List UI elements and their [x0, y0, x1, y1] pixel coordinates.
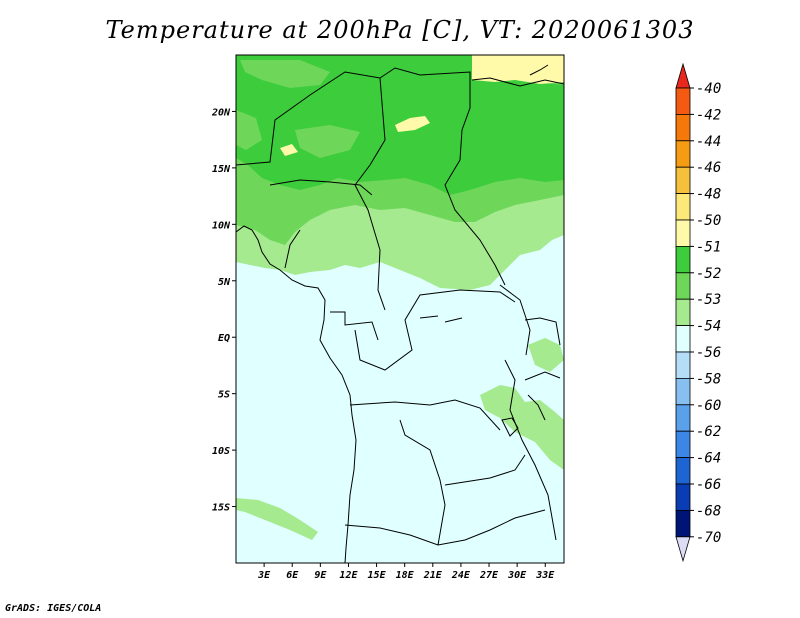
colorbar-label: -40	[696, 81, 721, 97]
lon-tick-label: 18E	[396, 570, 415, 581]
lat-tick-label: 10S	[212, 446, 230, 457]
colorbar-swatch	[675, 483, 691, 511]
colorbar-swatch	[675, 219, 691, 247]
temperature-field	[236, 55, 564, 563]
colorbar: -40 -42 -44 -46 -48 -50 -51 -52 -53 -54 -56 -58 -60 -…	[675, 62, 721, 563]
lon-tick-label: 24E	[451, 570, 471, 581]
lon-tick-label: 9E	[314, 570, 327, 581]
colorbar-swatch	[675, 509, 691, 538]
lon-tick-label: 21E	[423, 570, 443, 581]
country-borders	[236, 64, 564, 563]
colorbar-swatch	[675, 166, 691, 194]
colorbar-swatch	[675, 351, 691, 379]
colorbar-label: -62	[696, 424, 721, 440]
colorbar-swatch	[675, 87, 691, 115]
colorbar-label: -50	[696, 213, 721, 229]
lat-tick-label: 20N	[211, 107, 231, 118]
lat-tick-label: 15N	[212, 164, 231, 175]
colorbar-label: -68	[696, 503, 721, 519]
colorbar-swatch	[675, 272, 691, 300]
colorbar-label: -70	[696, 530, 721, 546]
lat-tick-label: 10N	[212, 220, 231, 231]
lon-tick-label: 12E	[339, 570, 358, 581]
colorbar-swatch	[675, 114, 691, 142]
lat-tick-label: EQ	[218, 333, 230, 344]
colorbar-label: -48	[696, 187, 721, 203]
colorbar-label: -54	[696, 319, 721, 335]
latitude-axis: 20N 15N 10N 5N EQ 5S 10S 15S	[211, 107, 236, 514]
lon-tick-label: 6E	[286, 570, 299, 581]
colorbar-label: -51	[696, 239, 721, 255]
colorbar-label: -52	[696, 266, 721, 282]
colorbar-swatch	[675, 377, 691, 406]
lon-tick-label: 33E	[535, 570, 555, 581]
longitude-axis: 3E 6E 9E 12E 15E 18E 21E 24E 27E 30E 33E	[257, 563, 555, 581]
chart-title: Temperature at 200hPa [C], VT: 202006130…	[105, 16, 695, 44]
lon-tick-label: 27E	[479, 570, 499, 581]
lon-tick-label: 30E	[507, 570, 527, 581]
lon-tick-label: 15E	[368, 570, 387, 581]
map-frame	[235, 54, 565, 564]
colorbar-label: -42	[696, 107, 721, 123]
colorbar-label: -58	[696, 371, 721, 387]
colorbar-swatch	[675, 457, 691, 485]
colorbar-swatch	[675, 245, 691, 274]
colorbar-swatch	[675, 298, 691, 327]
colorbar-swatch	[675, 430, 691, 459]
colorbar-label: -53	[696, 292, 721, 308]
colorbar-label: -46	[696, 160, 721, 176]
colorbar-label: -44	[696, 134, 721, 150]
colorbar-label: -56	[696, 345, 721, 361]
field-minus50	[472, 55, 564, 84]
colorbar-bottom-arrow	[675, 536, 691, 563]
colorbar-label: -60	[696, 398, 721, 414]
colorbar-swatch	[675, 193, 691, 221]
lon-tick-label: 3E	[257, 570, 271, 581]
colorbar-label: -66	[696, 477, 721, 493]
grads-credit: GrADS: IGES/COLA	[5, 603, 102, 614]
lat-tick-label: 5N	[218, 277, 231, 288]
lat-tick-label: 5S	[218, 390, 230, 401]
coastline	[236, 225, 357, 563]
colorbar-swatch	[675, 325, 691, 353]
colorbar-swatch	[675, 404, 691, 432]
lat-tick-label: 15S	[212, 503, 230, 514]
colorbar-swatch	[675, 140, 691, 168]
colorbar-top-arrow	[675, 62, 691, 89]
colorbar-label: -64	[696, 451, 721, 467]
